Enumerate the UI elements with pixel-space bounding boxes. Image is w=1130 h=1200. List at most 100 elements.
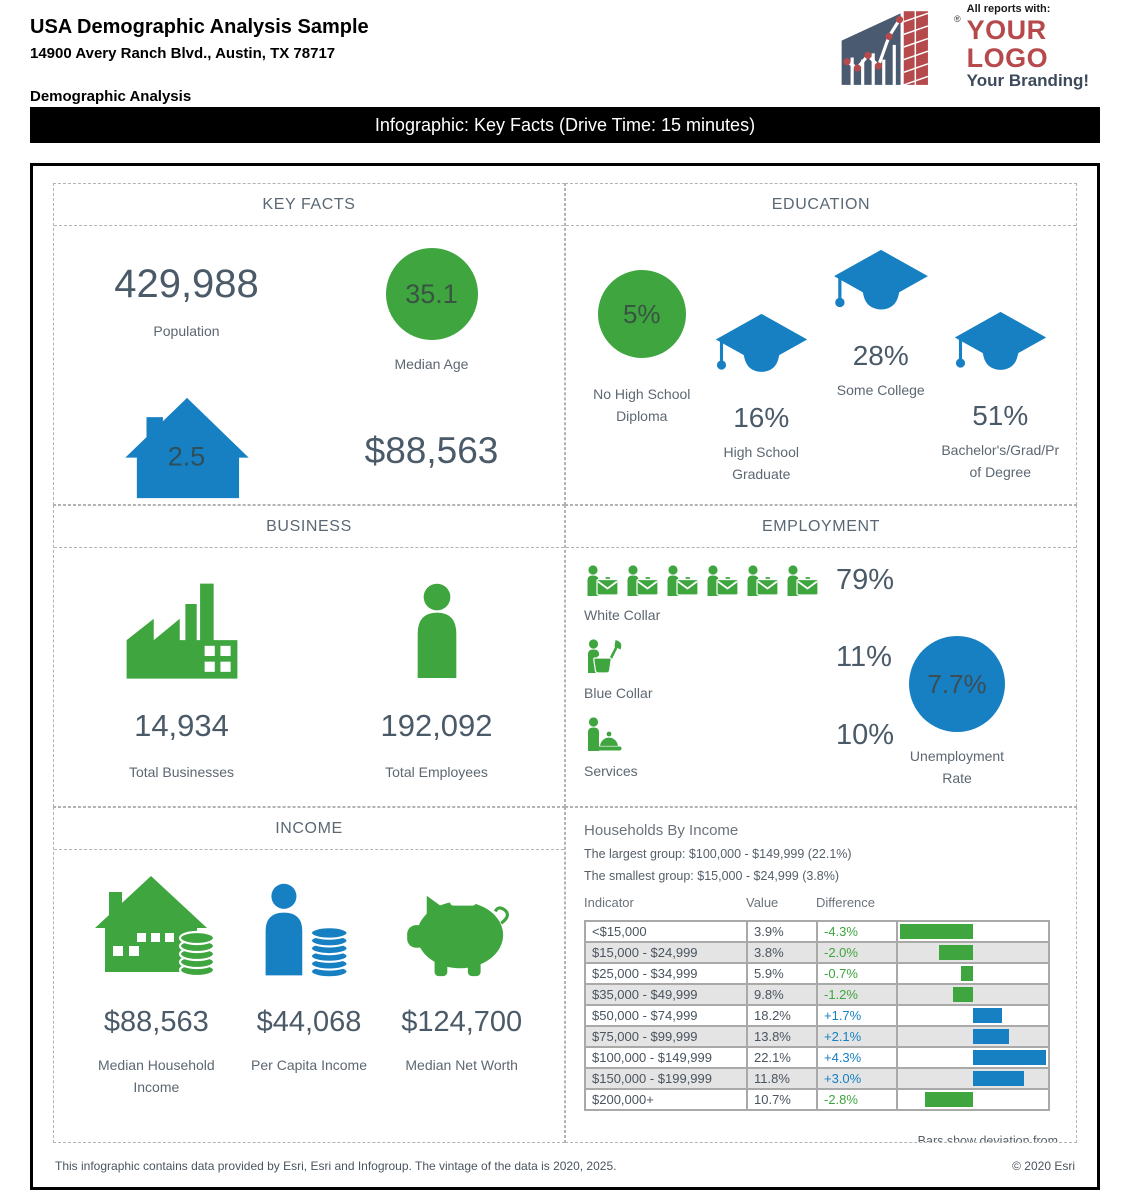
income-table-row: $50,000 - $74,999 18.2% +1.7% <box>584 1004 1050 1027</box>
income-table-row: $15,000 - $24,999 3.8% -2.0% <box>584 941 1050 964</box>
white-collar-label: White Collar <box>584 607 661 623</box>
avg-household-size-value: 2.5 <box>167 441 206 472</box>
no-diploma-circle-icon: 5% <box>597 270 686 358</box>
infographic-board: KEY FACTS 429,988 Population 35.1 Median… <box>30 163 1100 1190</box>
board-footer: This infographic contains data provided … <box>53 1143 1077 1189</box>
person-cloche-icon <box>584 717 624 753</box>
income-bracket-cell: $15,000 - $24,999 <box>584 941 748 964</box>
population-label: Population <box>153 323 220 339</box>
person-briefcase-icon <box>704 565 740 597</box>
median-age-stat: 35.1 Median Age <box>309 248 554 376</box>
column-difference: Difference <box>816 895 876 910</box>
deviation-note-line1: Bars show deviation from <box>917 1134 1058 1143</box>
person-briefcase-icon <box>664 565 700 597</box>
factory-icon <box>122 578 242 682</box>
total-businesses-label: Total Businesses <box>128 764 235 780</box>
grad-cap-icon <box>714 312 809 387</box>
business-title: BUSINESS <box>54 506 564 548</box>
high-school-pct: 16% <box>733 402 790 433</box>
grad-cap-icon <box>953 310 1048 385</box>
median-net-worth-stat: $124,700 Median Net Worth <box>385 874 538 1098</box>
population-value: 429,988 <box>114 262 259 306</box>
no-diploma-pct: 5% <box>622 298 661 329</box>
income-bracket-cell: $25,000 - $34,999 <box>584 962 748 985</box>
panel-employment: EMPLOYMENT 79% White Collar 11% <box>565 505 1077 807</box>
house-coins-icon <box>93 872 219 980</box>
panel-education: EDUCATION 5% No High School Diploma 16% … <box>565 183 1077 505</box>
high-school-label: High School Graduate <box>723 444 800 482</box>
median-income-value: $88,563 <box>364 429 499 471</box>
income-bracket-cell: <$15,000 <box>584 920 748 943</box>
logo-subline: Your Branding! <box>966 71 1090 91</box>
total-employees-label: Total Employees <box>385 764 488 780</box>
median-net-worth-label: Median Net Worth <box>405 1057 518 1073</box>
deviation-bar <box>973 1029 1009 1044</box>
blue-collar-icon <box>584 639 836 675</box>
income-table-row: $100,000 - $149,999 22.1% +4.3% <box>584 1046 1050 1069</box>
person-briefcase-icon <box>744 565 780 597</box>
unemployment-stat: 7.7% Unemployment Rate <box>890 636 1024 789</box>
panel-key-facts: KEY FACTS 429,988 Population 35.1 Median… <box>53 183 565 505</box>
deviation-note: Bars show deviation from Travis County <box>584 1129 1058 1143</box>
median-age-value: 35.1 <box>405 278 458 309</box>
no-diploma-label: No High School Diploma <box>593 386 691 424</box>
white-collar-pct: 79% <box>836 564 895 596</box>
employment-title: EMPLOYMENT <box>566 506 1076 548</box>
person-bucket-icon <box>584 639 624 675</box>
total-employees-stat: 192,092 Total Employees <box>309 574 564 784</box>
per-capita-income-stat: $44,068 Per Capita Income <box>233 874 386 1098</box>
deviation-bar-cell <box>896 962 1050 985</box>
services-pct: 10% <box>836 718 895 751</box>
total-employees-value: 192,092 <box>380 708 493 743</box>
logo-tagline: All reports with: <box>966 2 1051 15</box>
logo-building-icon <box>830 7 948 87</box>
deviation-bar-cell <box>896 1046 1050 1069</box>
copyright: © 2020 Esri <box>1012 1159 1075 1173</box>
deviation-bar-cell <box>896 1067 1050 1090</box>
difference-cell: -0.7% <box>816 962 898 985</box>
education-no-diploma: 5% No High School Diploma <box>582 226 702 485</box>
deviation-bar <box>938 945 973 960</box>
difference-cell: -2.8% <box>816 1088 898 1111</box>
income-bracket-cell: $35,000 - $49,999 <box>584 983 748 1006</box>
difference-cell: +1.7% <box>816 1004 898 1027</box>
blue-collar-row: 11% Blue Collar <box>584 639 1076 701</box>
column-value: Value <box>746 895 779 910</box>
education-some-college: 28% Some College <box>821 226 941 485</box>
per-capita-income-label: Per Capita Income <box>251 1057 367 1073</box>
deviation-bar <box>961 966 973 981</box>
value-cell: 3.9% <box>746 920 818 943</box>
services-row: 10% Services <box>584 717 1076 779</box>
income-table-row: <$15,000 3.9% -4.3% <box>584 920 1050 943</box>
households-largest-group: The largest group: $100,000 - $149,999 (… <box>584 847 852 861</box>
deviation-bar <box>973 1008 1002 1023</box>
income-bracket-cell: $75,000 - $99,999 <box>584 1025 748 1048</box>
difference-cell: +4.3% <box>816 1046 898 1069</box>
person-briefcase-icon <box>624 565 660 597</box>
total-businesses-value: 14,934 <box>134 708 229 743</box>
blue-collar-pct: 11% <box>836 640 892 673</box>
value-cell: 22.1% <box>746 1046 818 1069</box>
person-briefcase-icon <box>584 565 620 597</box>
deviation-bar-cell <box>896 983 1050 1006</box>
value-cell: 9.8% <box>746 983 818 1006</box>
grad-cap-icon <box>832 248 930 325</box>
person-coins-icon <box>255 882 363 980</box>
bachelors-pct: 51% <box>972 400 1029 431</box>
per-capita-income-value: $44,068 <box>256 1006 362 1038</box>
income-table-row: $150,000 - $199,999 11.8% +3.0% <box>584 1067 1050 1090</box>
income-table-header: Indicator Value Difference <box>584 895 1058 910</box>
data-source-note: This infographic contains data provided … <box>55 1159 617 1173</box>
brand-logo: ® All reports with: YOUR LOGO Your Brand… <box>830 2 1102 91</box>
median-household-income-stat: $88,563 Median Household Income <box>80 874 233 1098</box>
median-age-label: Median Age <box>394 356 469 372</box>
logo-name: YOUR LOGO <box>966 14 1049 73</box>
income-bracket-cell: $100,000 - $149,999 <box>584 1046 748 1069</box>
income-table-row: $200,000+ 10.7% -2.8% <box>584 1088 1050 1111</box>
value-cell: 11.8% <box>746 1067 818 1090</box>
median-household-income-label: Median Household Income <box>97 1057 215 1095</box>
value-cell: 13.8% <box>746 1025 818 1048</box>
difference-cell: +3.0% <box>816 1067 898 1090</box>
income-table: <$15,000 3.9% -4.3% $15,000 - $24,999 3.8% -2… <box>584 920 1050 1111</box>
